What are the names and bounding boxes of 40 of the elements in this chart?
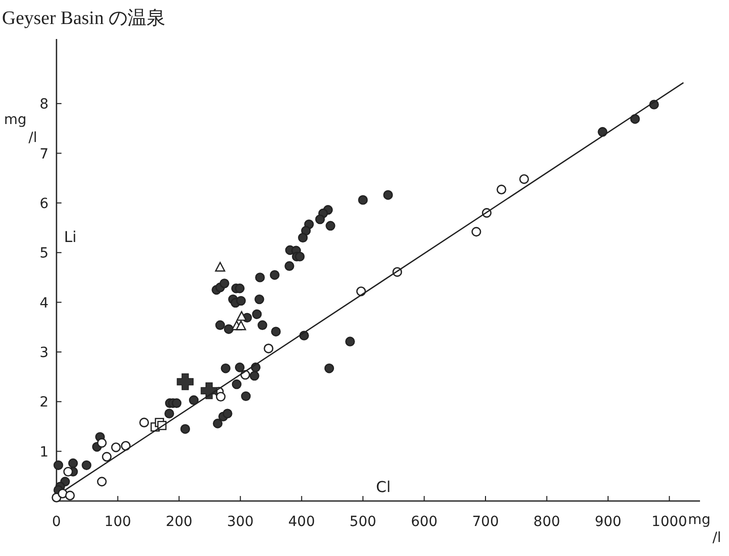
point xyxy=(216,392,226,402)
x-tick-label: 800 xyxy=(533,514,560,530)
x-tick-label: 400 xyxy=(288,514,316,530)
point xyxy=(176,373,194,390)
y-axis-title: Li xyxy=(64,228,77,246)
y-tick-label: 2 xyxy=(40,394,48,411)
text: mg/l xyxy=(688,512,722,546)
x-tick-label: 700 xyxy=(472,514,499,530)
x-tick-label: 100 xyxy=(104,514,132,530)
x-tick-label: 500 xyxy=(350,514,376,530)
chart-title: Geyser Basin の温泉 xyxy=(2,8,166,29)
x-tick-label: 600 xyxy=(410,514,438,530)
y-tick-label: 6 xyxy=(40,196,49,212)
y-tick-label: 5 xyxy=(40,246,48,262)
point xyxy=(111,442,121,452)
x-tick-label: 0 xyxy=(52,514,61,530)
point xyxy=(236,311,247,321)
y-tick-label: 8 xyxy=(40,96,48,113)
x-tick-label: 1000 xyxy=(652,514,688,530)
y-tick-label: 1 xyxy=(40,444,48,460)
point xyxy=(264,344,274,354)
point xyxy=(102,452,112,462)
point xyxy=(496,184,506,194)
point xyxy=(236,320,246,330)
x-axis-title: Cl xyxy=(376,478,391,496)
x-tick-label: 900 xyxy=(594,514,622,530)
x-tick-label: 300 xyxy=(226,514,254,530)
point xyxy=(63,466,73,477)
text: mg/l xyxy=(4,112,38,146)
point xyxy=(139,418,149,428)
y-tick-label: 3 xyxy=(40,344,48,361)
point xyxy=(97,438,107,448)
point xyxy=(215,262,226,272)
point xyxy=(519,174,529,184)
point xyxy=(97,476,107,486)
point xyxy=(65,490,75,500)
point xyxy=(471,226,482,237)
x-tick-label: 200 xyxy=(166,514,192,530)
y-tick-label: 4 xyxy=(40,295,49,312)
y-tick-label: 7 xyxy=(40,146,48,162)
